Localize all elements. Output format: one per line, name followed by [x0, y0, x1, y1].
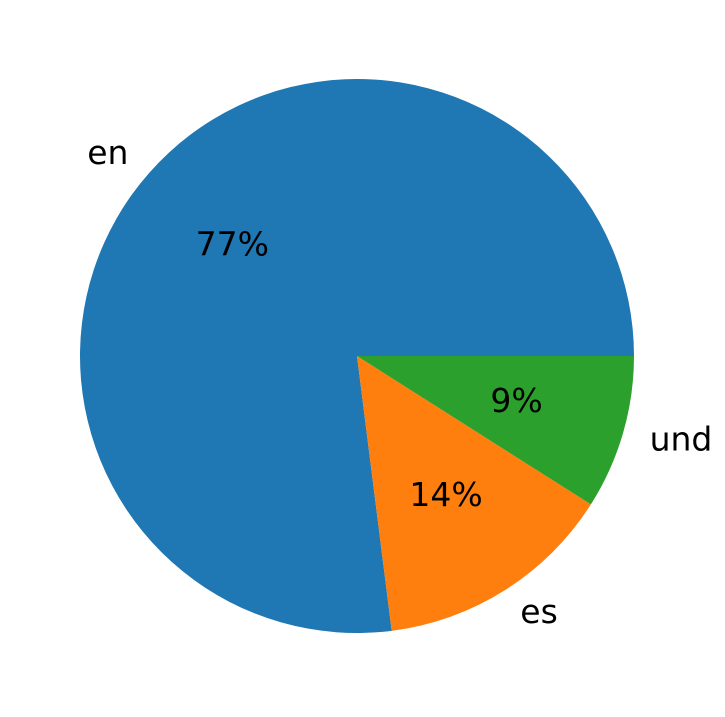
pie-slice [357, 356, 634, 505]
percent-label: 77% [196, 225, 269, 264]
percent-label: 9% [490, 381, 542, 420]
slice-label: es [520, 592, 558, 631]
percent-label: 14% [409, 475, 482, 514]
slice-label: en [87, 133, 128, 172]
pie-slice [80, 79, 635, 634]
slice-label: und [650, 420, 713, 459]
pie-slice [357, 356, 591, 631]
